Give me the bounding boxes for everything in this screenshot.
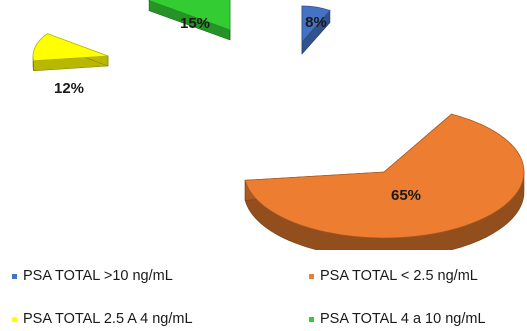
legend-label-2-5-to-4: PSA TOTAL 2.5 A 4 ng/mL xyxy=(23,311,193,327)
legend-swatch-gt10 xyxy=(12,273,17,279)
legend-item-2-5-to-4: PSA TOTAL 2.5 A 4 ng/mL xyxy=(12,311,193,327)
pie-slice-4-to-10 xyxy=(148,0,231,41)
legend-swatch-4-to-10 xyxy=(309,316,314,322)
legend-item-4-to-10: PSA TOTAL 4 a 10 ng/mL xyxy=(309,311,486,327)
legend-label-gt10: PSA TOTAL >10 ng/mL xyxy=(23,268,173,284)
slice-label-2-5-to-4: 12% xyxy=(54,80,84,97)
slice-label-lt2-5: 65% xyxy=(391,187,421,204)
pie-slice-lt2-5 xyxy=(244,113,525,250)
slice-label-gt10: 8% xyxy=(305,14,327,31)
legend-item-lt2-5: PSA TOTAL < 2.5 ng/mL xyxy=(309,268,478,284)
pie-chart: 15% 12% 8% 65% xyxy=(32,0,525,250)
legend-label-4-to-10: PSA TOTAL 4 a 10 ng/mL xyxy=(320,311,486,327)
pie-slice-gt10 xyxy=(301,5,331,55)
pie-slice-2-5-to-4 xyxy=(32,33,109,72)
legend-swatch-2-5-to-4 xyxy=(12,316,17,322)
legend-swatch-lt2-5 xyxy=(309,273,314,279)
legend-label-lt2-5: PSA TOTAL < 2.5 ng/mL xyxy=(320,268,478,284)
slice-label-4-to-10: 15% xyxy=(180,15,210,32)
legend-item-gt10: PSA TOTAL >10 ng/mL xyxy=(12,268,173,284)
